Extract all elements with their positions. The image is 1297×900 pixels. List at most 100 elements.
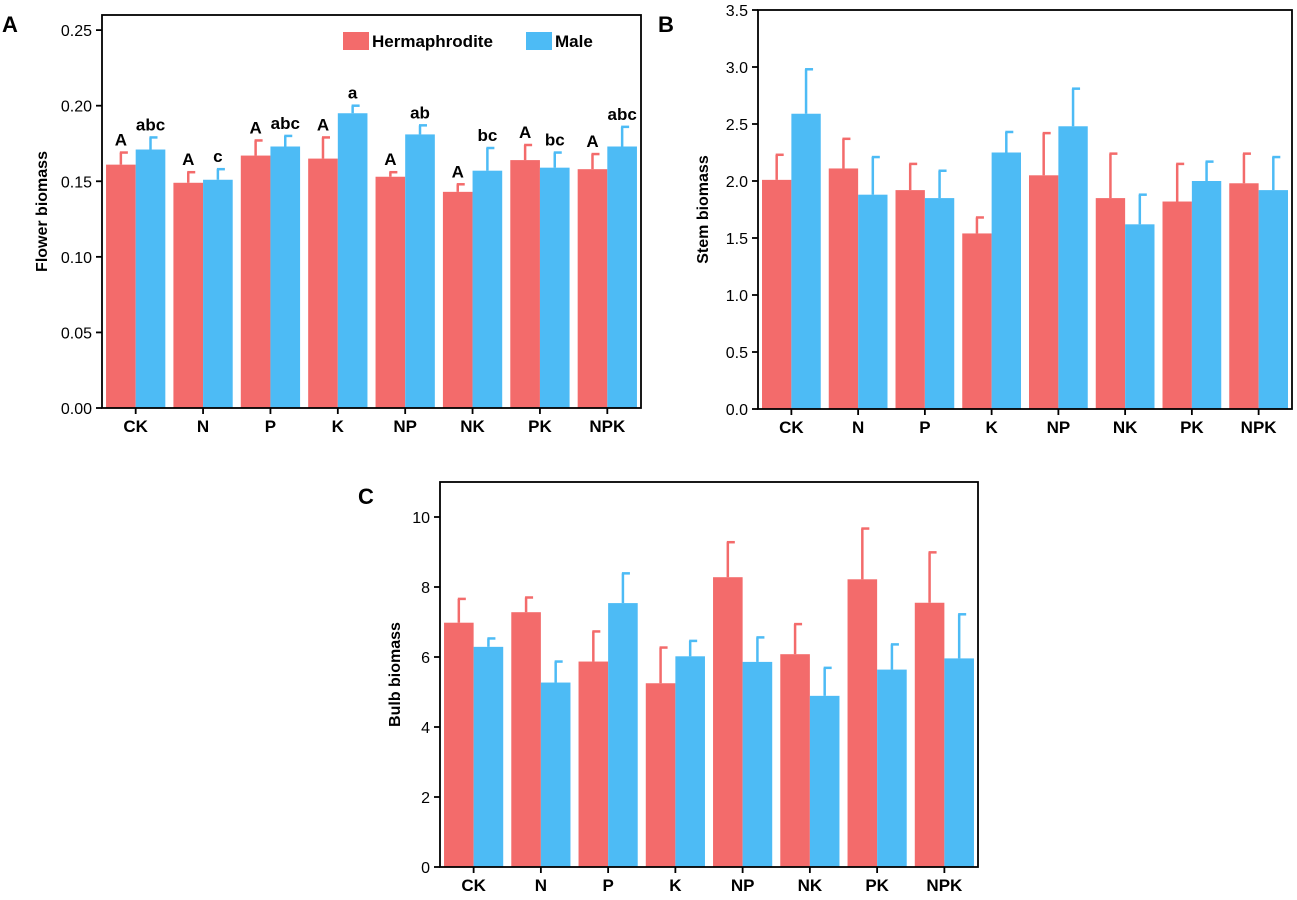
bar-b-herm-p [895, 190, 925, 409]
y-tick-label-a-0: 0.00 [61, 401, 92, 418]
bar-c-male-ck [473, 646, 504, 867]
sig-letter-herm-n: A [182, 150, 194, 169]
bar-a-herm-np [375, 176, 406, 408]
bar-b-male-p [924, 198, 955, 409]
bar-b-male-ck [791, 113, 821, 410]
x-tick-label-a-npk: NPK [589, 417, 626, 436]
y-tick-label-b-2: 1.0 [726, 288, 748, 305]
y-tick-label-b-3: 1.5 [726, 231, 748, 248]
x-tick-label-c-ck: CK [461, 876, 486, 895]
bar-c-herm-nk [780, 654, 810, 867]
sig-letter-herm-pk: A [519, 123, 531, 142]
x-tick-label-c-npk: NPK [926, 876, 963, 895]
y-tick-label-a-5: 0.25 [61, 23, 92, 40]
sig-letter-herm-k: A [317, 115, 329, 134]
bar-a-herm-nk [442, 191, 473, 408]
bar-a-herm-pk [510, 160, 540, 408]
x-tick-label-c-pk: PK [865, 876, 889, 895]
x-tick-label-c-nk: NK [798, 876, 823, 895]
sig-letter-male-ck: abc [136, 115, 165, 134]
bar-b-male-nk [1125, 224, 1155, 409]
x-tick-label-c-n: N [535, 876, 547, 895]
y-tick-label-c-2: 4 [421, 720, 430, 737]
bar-c-herm-k [645, 683, 676, 867]
panel-b: 0.00.51.01.52.02.53.03.5CK N P K NP NK PK NPKSt… [695, 3, 1293, 437]
y-tick-label-a-2: 0.10 [61, 250, 92, 267]
y-tick-label-c-4: 8 [421, 580, 430, 597]
x-tick-label-b-nk: NK [1113, 418, 1138, 437]
sig-letter-herm-ck: A [115, 131, 127, 150]
bar-b-male-npk [1258, 190, 1288, 409]
bar-c-herm-p [578, 661, 609, 867]
bar-c-male-npk [944, 658, 974, 867]
bar-c-male-p [608, 603, 638, 867]
sig-letter-herm-nk: A [452, 162, 464, 181]
x-tick-label-b-n: N [852, 418, 864, 437]
bar-c-male-nk [809, 695, 840, 867]
bar-a-herm-npk [577, 169, 608, 408]
y-axis-title-c: Bulb biomass [387, 622, 404, 727]
bar-a-herm-ck [106, 164, 136, 408]
plot-frame-a [101, 14, 642, 409]
y-tick-label-a-3: 0.15 [61, 174, 92, 191]
bar-c-herm-npk [914, 602, 945, 867]
bar-b-herm-npk [1229, 183, 1259, 409]
bar-b-herm-n [828, 168, 859, 409]
bar-b-herm-nk [1095, 198, 1126, 409]
y-axis-title-a: Flower biomass [34, 151, 51, 272]
legend-label-male: Male [555, 32, 593, 51]
y-tick-label-b-0: 0.0 [726, 402, 748, 419]
y-tick-label-b-4: 2.0 [726, 174, 748, 191]
sig-letter-male-npk: abc [607, 105, 636, 124]
sig-letter-herm-npk: A [586, 132, 598, 151]
x-tick-label-a-ck: CK [123, 417, 148, 436]
y-tick-label-c-1: 2 [421, 790, 430, 807]
bar-a-male-n [203, 179, 233, 408]
sig-letter-male-n: c [213, 147, 222, 166]
bar-b-male-k [991, 152, 1021, 409]
bar-a-herm-n [173, 182, 204, 408]
x-tick-label-b-pk: PK [1180, 418, 1204, 437]
bar-a-male-ck [135, 149, 166, 408]
panel-letter-a: A [2, 12, 18, 37]
sig-letter-male-k: a [348, 84, 358, 103]
x-tick-label-a-n: N [197, 417, 209, 436]
bar-c-herm-ck [444, 622, 474, 867]
panel-letter-b: B [658, 12, 674, 37]
legend-swatch-hermaphrodite [343, 32, 369, 50]
sig-letter-male-pk: bc [545, 131, 565, 150]
x-tick-label-a-nk: NK [460, 417, 485, 436]
y-tick-label-c-3: 6 [421, 650, 430, 667]
x-tick-label-b-p: P [919, 418, 930, 437]
bar-a-herm-p [240, 155, 271, 408]
bar-b-male-np [1058, 126, 1088, 409]
bar-c-male-np [742, 661, 773, 867]
y-tick-label-a-1: 0.05 [61, 325, 92, 342]
bar-a-male-p [270, 146, 301, 408]
x-tick-label-c-p: P [602, 876, 613, 895]
sig-letter-male-nk: bc [477, 126, 497, 145]
y-tick-label-a-4: 0.20 [61, 99, 92, 116]
bar-a-male-np [405, 134, 435, 408]
legend: Hermaphrodite Male [343, 32, 593, 51]
bar-c-herm-pk [847, 579, 878, 867]
bar-b-herm-np [1029, 175, 1059, 409]
x-tick-label-b-np: NP [1047, 418, 1071, 437]
bar-b-herm-pk [1162, 201, 1192, 409]
bar-c-male-pk [877, 669, 907, 867]
bar-a-male-pk [539, 167, 570, 408]
x-tick-label-a-pk: PK [528, 417, 552, 436]
bar-a-male-k [337, 113, 368, 408]
x-tick-label-c-np: NP [731, 876, 755, 895]
bar-c-herm-np [713, 577, 743, 867]
bar-b-male-n [858, 194, 888, 409]
sig-letter-herm-p: A [249, 118, 261, 137]
bar-c-male-n [540, 682, 571, 867]
legend-swatch-male [526, 32, 552, 50]
y-tick-label-b-6: 3.0 [726, 60, 748, 77]
y-tick-label-c-0: 0 [421, 860, 430, 877]
bar-a-male-nk [472, 170, 503, 408]
bar-b-herm-ck [762, 179, 792, 409]
